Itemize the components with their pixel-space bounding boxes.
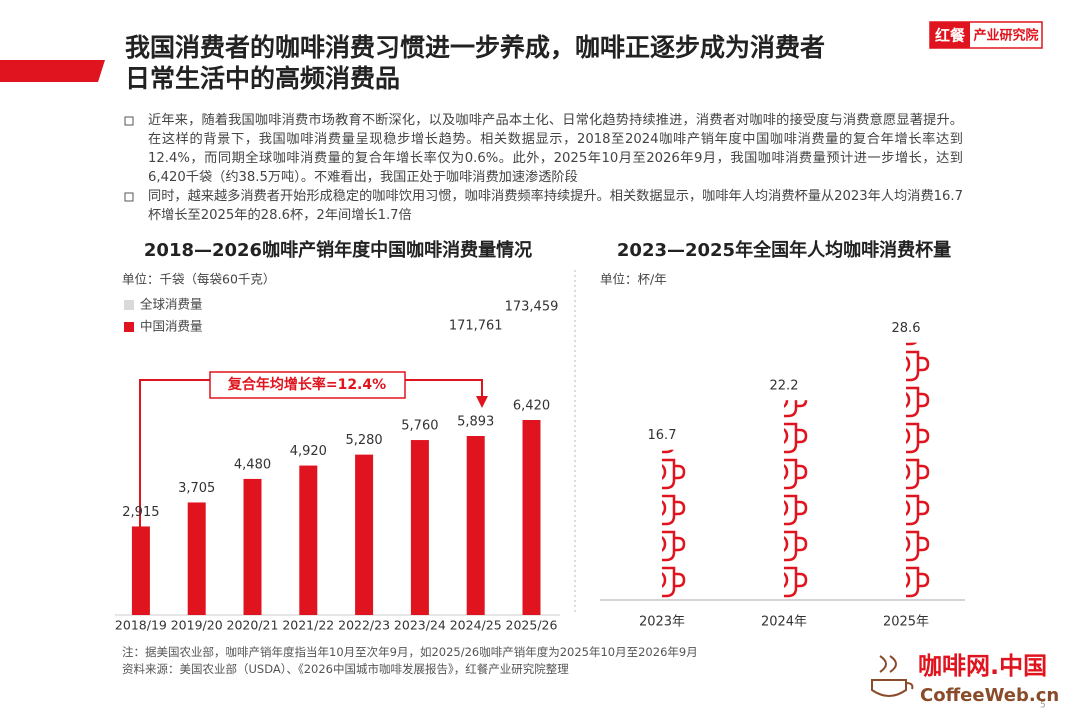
bar	[466, 436, 485, 615]
accent-bar	[0, 60, 105, 82]
coffee-logo	[871, 655, 914, 697]
title-line: 我国消费者的咖啡消费习惯进一步养成，咖啡正逐步成为消费者	[125, 33, 826, 62]
cup-icons	[760, 400, 810, 600]
legend-swatch	[124, 300, 134, 310]
chart-title: 2018—2026咖啡产销年度中国咖啡消费量情况	[144, 239, 532, 261]
legend-swatch	[124, 322, 134, 332]
x-tick-label: 2025/26	[506, 618, 558, 633]
bar	[410, 440, 429, 615]
logo-text: 产业研究院	[973, 28, 1038, 44]
bar	[131, 526, 150, 615]
cup-stack	[760, 400, 810, 600]
data-label: 6,420	[513, 399, 550, 414]
note: 注：据美国农业部，咖啡产销年度指当年10月至次年9月，如2025/26咖啡产销年…	[122, 645, 698, 659]
global-label: 173,459	[505, 300, 559, 315]
page-number: 5	[1040, 701, 1046, 711]
cup-icons	[638, 449, 688, 600]
x-tick-label: 2022/23	[338, 618, 390, 633]
x-tick-label: 2024年	[761, 615, 807, 630]
bar	[243, 478, 262, 615]
data-label: 3,705	[178, 481, 215, 496]
cagr-box	[209, 371, 406, 399]
x-tick-label: 2024/25	[450, 618, 502, 633]
data-label: 22.2	[770, 379, 799, 394]
cup-icons	[882, 342, 932, 600]
cagr-arrow	[476, 396, 488, 408]
x-tick-label: 2020/21	[227, 618, 279, 633]
data-label: 2,915	[122, 505, 159, 520]
bar	[299, 465, 318, 615]
site: CoffeeWeb.cn	[920, 685, 1059, 706]
cup-stack	[638, 449, 688, 600]
bar	[355, 454, 374, 615]
bullet-icon	[124, 116, 134, 126]
data-label: 5,280	[345, 433, 382, 448]
x-tick-label: 2023年	[639, 615, 685, 630]
data-label: 28.6	[892, 321, 921, 336]
unit-label: 单位：杯/年	[600, 272, 667, 287]
title-line: 日常生活中的高频消费品	[125, 64, 401, 93]
data-label: 5,893	[457, 415, 494, 430]
bar	[187, 502, 206, 615]
data-label: 4,920	[290, 444, 327, 459]
brand: 咖啡网.中国	[918, 652, 1047, 680]
cagr-label: 复合年均增长率=12.4%	[227, 376, 386, 393]
x-tick-label: 2018/19	[115, 618, 167, 633]
global-label: 171,761	[449, 319, 503, 334]
data-label: 5,760	[401, 419, 438, 434]
data-label: 4,480	[234, 457, 271, 472]
logo-brand: 红餐	[935, 27, 966, 45]
x-tick-label: 2021/22	[282, 618, 334, 633]
x-tick-label: 2023/24	[394, 618, 446, 633]
bullet-text: 近年来，随着我国咖啡消费市场教育不断深化，以及咖啡产品本土化、日常化趋势持续推进…	[148, 113, 963, 185]
legend-label: 中国消费量	[140, 319, 203, 334]
unit-label: 单位：千袋（每袋60千克）	[122, 272, 275, 287]
bullet-text: 同时，越来越多消费者开始形成稳定的咖啡饮用习惯，咖啡消费频率持续提升。相关数据显…	[148, 189, 963, 223]
chart-title: 2023—2025年全国年人均咖啡消费杯量	[617, 239, 951, 261]
cup-stack	[882, 342, 932, 600]
logo-mark	[930, 22, 970, 48]
bullet-icon	[124, 192, 134, 202]
legend-label: 全球消费量	[140, 297, 203, 312]
data-label: 16.7	[648, 428, 677, 443]
x-tick-label: 2019/20	[171, 618, 223, 633]
bar	[522, 420, 541, 615]
source: 资料来源：美国农业部（USDA）、《2026中国城市咖啡发展报告》，红餐产业研究…	[122, 662, 569, 676]
x-tick-label: 2025年	[883, 615, 929, 630]
